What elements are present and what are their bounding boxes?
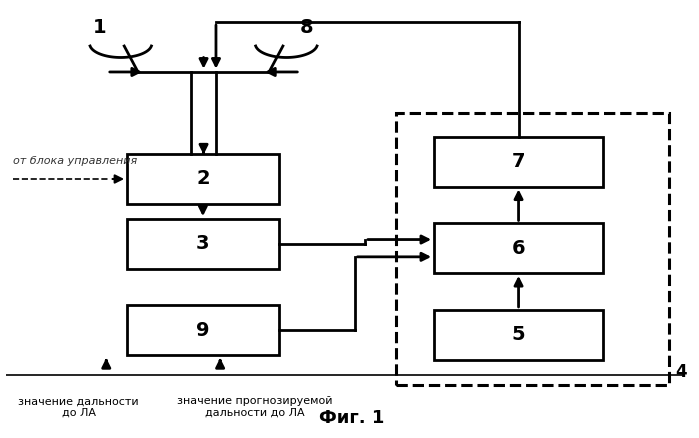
- Text: 6: 6: [512, 239, 526, 258]
- Text: 1: 1: [93, 18, 107, 37]
- Text: от блока управления: от блока управления: [13, 156, 138, 166]
- Text: Фиг. 1: Фиг. 1: [319, 409, 384, 427]
- Text: 2: 2: [196, 170, 210, 188]
- Bar: [434, 223, 603, 273]
- Text: 5: 5: [512, 325, 526, 344]
- Text: значение прогнозируемой
дальности до ЛА: значение прогнозируемой дальности до ЛА: [177, 396, 332, 418]
- Bar: [434, 137, 603, 187]
- Bar: [127, 305, 279, 355]
- Text: 3: 3: [196, 234, 210, 253]
- Bar: [127, 154, 279, 204]
- Text: 7: 7: [512, 152, 525, 171]
- Text: значение дальности
до ЛА: значение дальности до ЛА: [18, 396, 139, 418]
- Bar: [396, 113, 669, 385]
- Text: 9: 9: [196, 321, 210, 340]
- Text: 8: 8: [301, 18, 314, 37]
- Bar: [434, 310, 603, 360]
- Bar: [127, 219, 279, 269]
- Text: 4: 4: [675, 363, 687, 381]
